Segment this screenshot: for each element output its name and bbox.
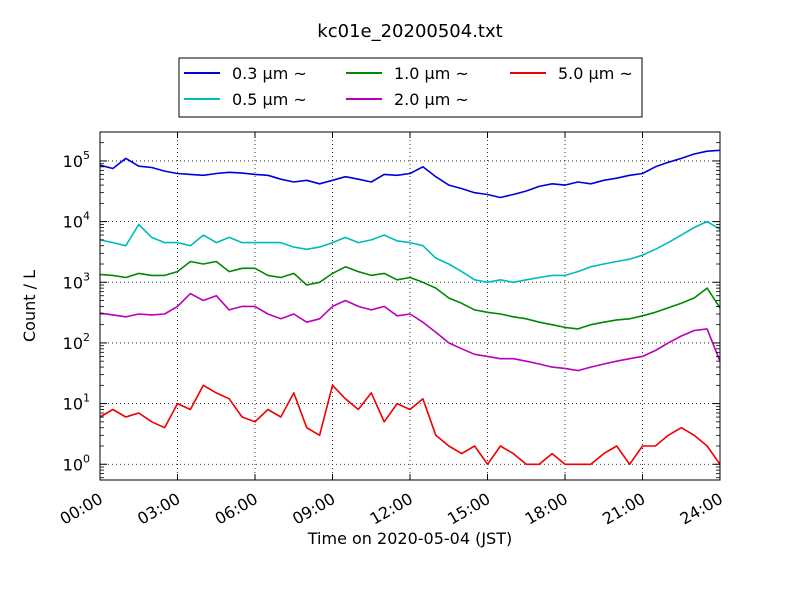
tick-layer: 00:00 03:00 06:00 09:00 12:00 15:00 18:00 21:00… — [57, 131, 726, 529]
series-line-3 — [99, 292, 721, 372]
grid-layer — [99, 132, 721, 480]
x-tick-label: 09:00 — [289, 489, 338, 529]
x-axis-label: Time on 2020-05-04 (JST) — [307, 529, 512, 548]
series-line-0 — [99, 149, 721, 199]
legend-label-3: 2.0 μm ~ — [394, 90, 469, 109]
y-tick-label: 103 — [63, 270, 90, 292]
x-tick-label: 03:00 — [134, 489, 183, 529]
y-tick-label: 105 — [63, 149, 90, 171]
legend: 0.3 μm ~ 0.5 μm ~ 1.0 μm ~ 2.0 μm ~ 5.0 μm ~ — [178, 57, 643, 118]
legend-label-0: 0.3 μm ~ — [232, 64, 307, 83]
legend-box — [178, 57, 643, 118]
y-tick-label: 102 — [63, 331, 90, 353]
x-tick-label: 24:00 — [677, 489, 726, 529]
series-line-2 — [99, 260, 721, 330]
legend-label-2: 1.0 μm ~ — [394, 64, 469, 83]
x-tick-label: 00:00 — [57, 489, 106, 529]
legend-label-1: 0.5 μm ~ — [232, 90, 307, 109]
legend-label-4: 5.0 μm ~ — [558, 64, 633, 83]
x-tick-label: 15:00 — [444, 489, 493, 529]
x-tick-label: 12:00 — [367, 489, 416, 529]
y-tick-label: 100 — [63, 452, 90, 474]
y-tick-label: 101 — [63, 392, 90, 414]
series-layer — [99, 149, 721, 466]
x-tick-label: 21:00 — [599, 489, 648, 529]
x-tick-label: 18:00 — [522, 489, 571, 529]
x-tick-label: 06:00 — [212, 489, 261, 529]
series-line-4 — [99, 384, 721, 466]
y-axis-label: Count / L — [20, 270, 39, 342]
series-line-1 — [99, 220, 721, 284]
chart-title: kc01e_20200504.txt — [317, 21, 502, 42]
y-tick-label: 104 — [63, 210, 90, 232]
